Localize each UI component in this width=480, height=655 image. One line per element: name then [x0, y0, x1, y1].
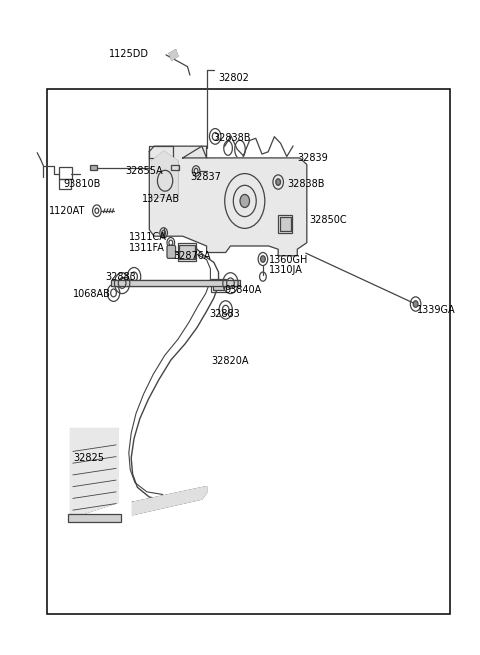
Text: 32850C: 32850C [309, 215, 347, 225]
Polygon shape [132, 487, 206, 515]
Bar [171, 165, 180, 170]
Bar [90, 165, 97, 170]
Bar [280, 217, 291, 231]
Text: 32838B: 32838B [288, 179, 325, 189]
Polygon shape [169, 50, 178, 60]
Bar [68, 514, 120, 522]
Text: 1310JA: 1310JA [269, 265, 302, 275]
Text: 1327AB: 1327AB [142, 194, 180, 204]
Bar [213, 280, 224, 290]
Bar [168, 248, 174, 256]
Text: 1311CA: 1311CA [129, 233, 167, 242]
Polygon shape [152, 151, 178, 197]
Text: 1125DD: 1125DD [109, 48, 149, 58]
Bar [180, 245, 195, 259]
Circle shape [261, 255, 265, 262]
Text: 32802: 32802 [218, 73, 250, 83]
Text: 32820A: 32820A [211, 356, 249, 366]
Text: 32883: 32883 [209, 309, 240, 320]
Text: 32839: 32839 [297, 153, 328, 163]
Bar [178, 243, 196, 261]
Bar [59, 167, 72, 179]
Polygon shape [149, 146, 307, 255]
Text: 32838B: 32838B [214, 134, 251, 143]
FancyBboxPatch shape [167, 246, 176, 258]
Bar [278, 215, 292, 233]
Text: 93840A: 93840A [225, 285, 262, 295]
Text: 32825: 32825 [73, 453, 104, 463]
Text: 32855A: 32855A [125, 166, 163, 176]
Text: 93810B: 93810B [63, 179, 101, 189]
Text: 32876A: 32876A [173, 251, 211, 261]
Text: 1360GH: 1360GH [269, 255, 308, 265]
Bar [211, 278, 226, 291]
Text: 32837: 32837 [190, 172, 221, 183]
Bar [59, 179, 71, 189]
Circle shape [413, 301, 418, 307]
Text: 1311FA: 1311FA [129, 243, 165, 253]
Text: 1068AB: 1068AB [73, 289, 111, 299]
Text: 1120AT: 1120AT [49, 206, 85, 216]
Bar [47, 90, 450, 614]
Text: 32883: 32883 [106, 272, 136, 282]
Polygon shape [71, 428, 118, 518]
Bar [111, 280, 240, 286]
Circle shape [276, 179, 281, 185]
Circle shape [240, 195, 250, 208]
Text: 1339GA: 1339GA [417, 305, 455, 315]
